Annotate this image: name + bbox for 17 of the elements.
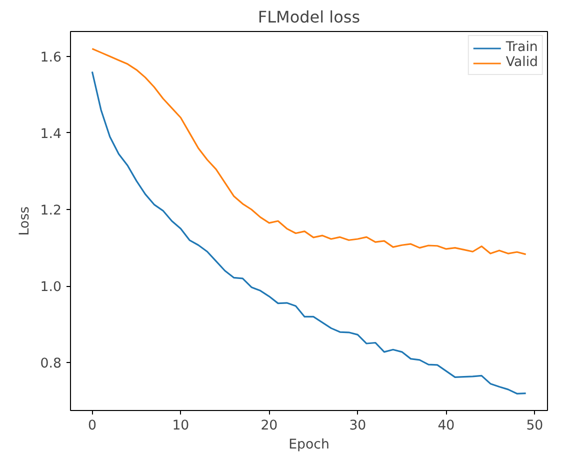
legend-label: Train — [506, 40, 538, 55]
x-tick-label: 30 — [349, 418, 366, 434]
x-tick-label: 20 — [260, 418, 278, 434]
y-tick-label: 0.8 — [40, 356, 62, 372]
x-tick-label: 10 — [172, 418, 190, 434]
x-tick-label: 0 — [88, 418, 96, 434]
y-tick-label: 1.4 — [40, 126, 62, 142]
x-tick-label: 50 — [526, 418, 544, 434]
y-tick-label: 1.0 — [40, 280, 62, 296]
x-tick-label: 40 — [438, 418, 455, 434]
y-tick-label: 1.6 — [40, 50, 62, 66]
legend-label: Valid — [506, 55, 538, 70]
x-axis-title: Epoch — [288, 438, 330, 452]
chart-title: FLModel loss — [258, 8, 360, 26]
y-tick-label: 1.2 — [40, 204, 62, 219]
y-axis-title: Loss — [17, 206, 32, 236]
line-series — [91, 70, 527, 394]
